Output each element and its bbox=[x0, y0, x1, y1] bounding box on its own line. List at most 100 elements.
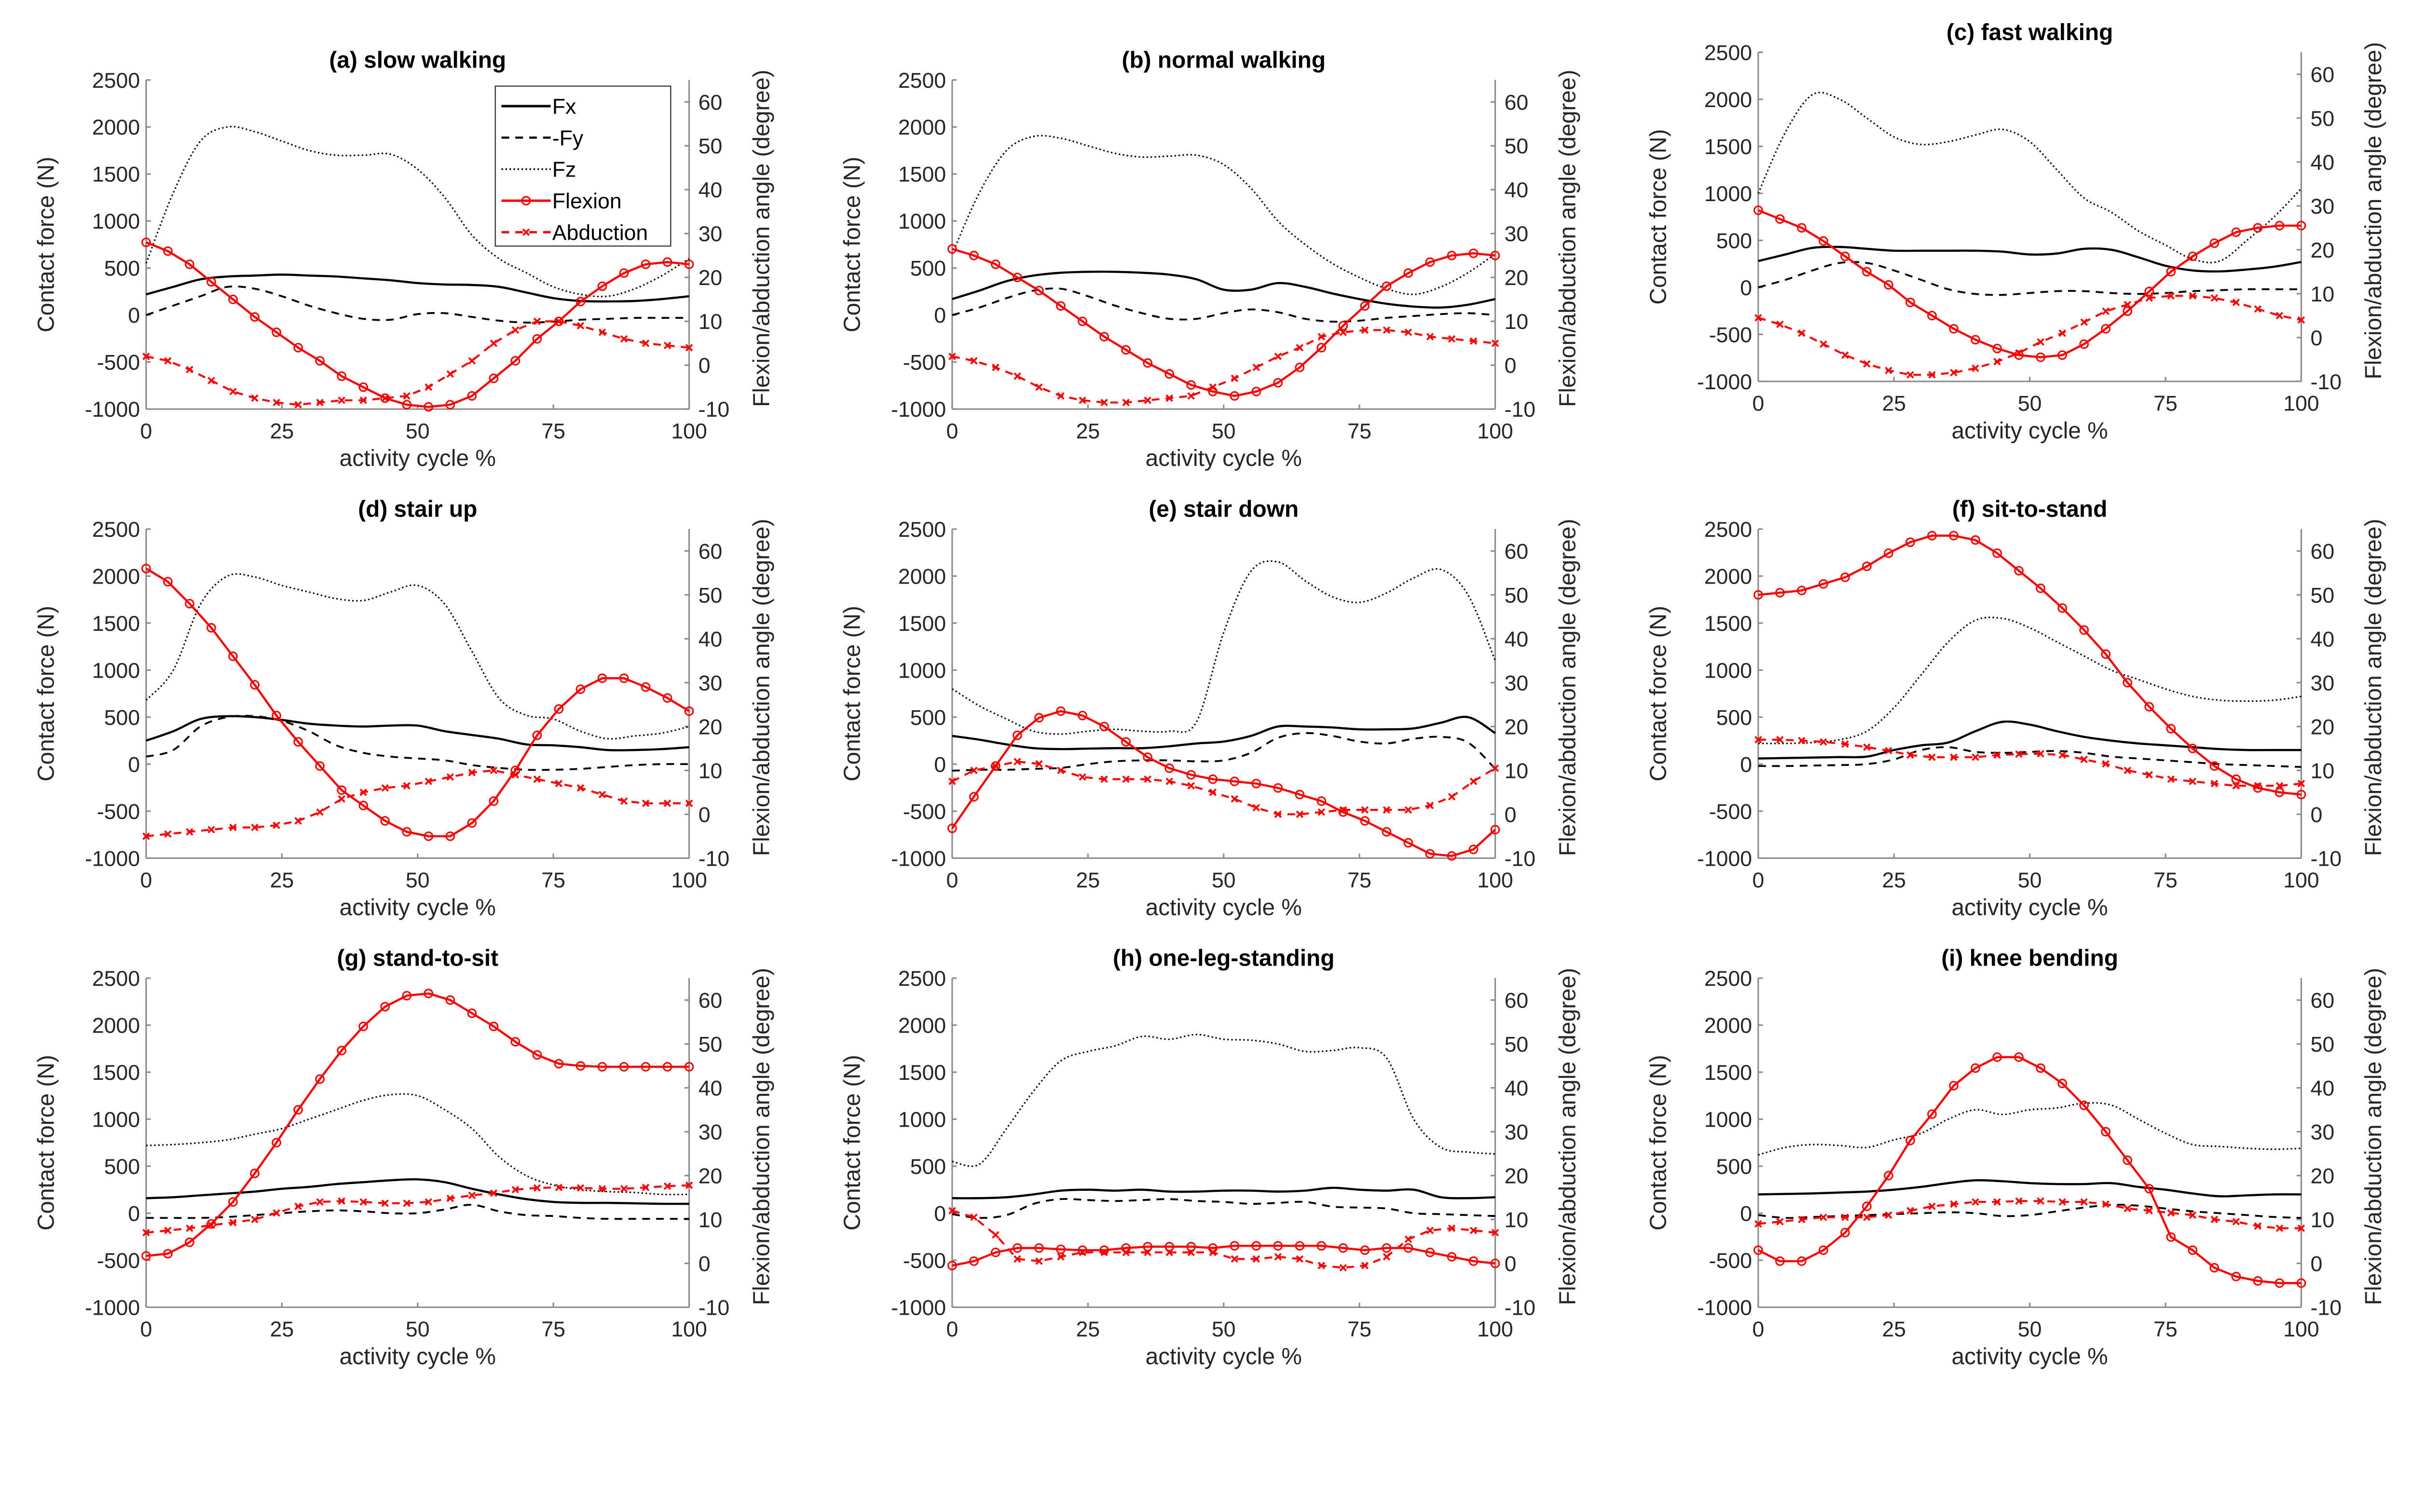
y-tick-label: -500 bbox=[903, 800, 946, 824]
abduction-marker bbox=[273, 398, 280, 407]
y-tick-label: -500 bbox=[1709, 1249, 1752, 1273]
abduction-marker bbox=[186, 366, 193, 374]
abduction-marker bbox=[229, 823, 237, 831]
abduction-marker bbox=[273, 1209, 280, 1217]
flexion-marker bbox=[250, 1169, 260, 1178]
flexion-marker bbox=[2166, 1232, 2176, 1242]
x-tick-label: 25 bbox=[1076, 420, 1100, 443]
y-tick-label: 0 bbox=[128, 1202, 140, 1226]
abduction-marker bbox=[403, 1199, 411, 1207]
series-line-fx bbox=[1758, 245, 2302, 273]
x-tick-label: 100 bbox=[1477, 869, 1513, 892]
flexion-marker bbox=[1862, 1201, 1872, 1212]
flexion-marker bbox=[2188, 251, 2198, 261]
abduction-marker bbox=[1776, 320, 1784, 328]
abduction-marker bbox=[2124, 300, 2131, 309]
flexion-marker bbox=[1905, 298, 1915, 307]
flexion-marker bbox=[1230, 391, 1240, 401]
x-tick-label: 0 bbox=[946, 869, 958, 892]
y2-tick-label: 50 bbox=[2311, 584, 2335, 607]
flexion-marker bbox=[1775, 214, 1785, 224]
abduction-marker bbox=[1361, 806, 1369, 814]
y2-axis-label: Flexion/abduction angle (degree) bbox=[1555, 519, 1580, 856]
abduction-marker bbox=[1404, 1235, 1412, 1243]
flexion-marker bbox=[315, 356, 325, 366]
flexion-marker bbox=[1034, 713, 1044, 723]
flexion-marker bbox=[1775, 1256, 1785, 1266]
flexion-marker bbox=[2101, 1127, 2111, 1137]
flexion-marker bbox=[163, 246, 173, 256]
x-tick-label: 50 bbox=[406, 869, 430, 892]
flexion-marker bbox=[1143, 1242, 1152, 1252]
abduction-marker bbox=[1469, 1226, 1478, 1234]
abduction-marker bbox=[468, 769, 476, 776]
abduction-marker bbox=[1144, 1248, 1151, 1256]
y-axis-label: Contact force (N) bbox=[840, 157, 865, 332]
abduction-marker bbox=[2167, 775, 2175, 783]
abduction-marker bbox=[2297, 779, 2305, 788]
flexion-marker bbox=[337, 785, 347, 795]
abduction-marker bbox=[186, 828, 193, 836]
abduction-marker bbox=[381, 784, 389, 792]
abduction-marker bbox=[511, 771, 520, 779]
flexion-marker bbox=[684, 259, 694, 269]
x-axis-label: activity cycle % bbox=[1951, 895, 2108, 920]
y2-tick-label: 0 bbox=[699, 1252, 711, 1276]
flexion-marker bbox=[315, 761, 325, 771]
y-tick-label: 2500 bbox=[1704, 518, 1752, 542]
abduction-marker bbox=[1906, 1207, 1914, 1215]
abduction-marker bbox=[1491, 1229, 1499, 1237]
x-axis-label: activity cycle % bbox=[1146, 1344, 1302, 1369]
abduction-marker bbox=[1885, 747, 1892, 755]
abduction-marker bbox=[1035, 383, 1043, 391]
abduction-marker bbox=[1317, 333, 1326, 341]
flexion-marker bbox=[2057, 603, 2068, 613]
flexion-marker bbox=[1338, 807, 1348, 817]
flexion-marker bbox=[684, 1062, 694, 1072]
x-tick-label: 75 bbox=[2153, 869, 2178, 892]
flexion-marker bbox=[337, 1046, 347, 1056]
x-tick-label: 0 bbox=[140, 869, 152, 892]
abduction-marker bbox=[1820, 738, 1827, 746]
y-tick-label: 1000 bbox=[92, 210, 140, 233]
y-tick-label: 0 bbox=[934, 304, 946, 327]
abduction-marker bbox=[1317, 1262, 1326, 1269]
y-tick-label: 0 bbox=[934, 1202, 946, 1226]
abduction-marker bbox=[359, 396, 367, 404]
abduction-marker bbox=[1469, 777, 1478, 785]
abduction-marker bbox=[2167, 1209, 2175, 1217]
y2-tick-label: -10 bbox=[699, 847, 730, 871]
y-tick-label: 1500 bbox=[92, 1061, 140, 1085]
abduction-marker bbox=[1100, 1248, 1108, 1256]
abduction-marker bbox=[1014, 372, 1021, 380]
y-tick-label: 0 bbox=[1740, 276, 1752, 300]
flexion-marker bbox=[1165, 763, 1174, 773]
y-tick-label: 1500 bbox=[1704, 1061, 1752, 1085]
flexion-marker bbox=[1753, 205, 1763, 215]
y2-tick-label: 50 bbox=[1505, 584, 1529, 607]
abduction-marker bbox=[1296, 1255, 1303, 1263]
abduction-marker bbox=[1928, 1202, 1936, 1210]
y2-tick-label: 10 bbox=[2311, 283, 2335, 306]
flexion-marker bbox=[272, 710, 281, 721]
flexion-marker bbox=[2231, 1271, 2241, 1281]
y2-tick-label: 30 bbox=[1505, 671, 1529, 695]
abduction-marker bbox=[2124, 766, 2131, 775]
flexion-marker bbox=[250, 680, 260, 690]
abduction-marker bbox=[251, 823, 259, 831]
abduction-marker bbox=[1296, 810, 1303, 818]
flexion-marker bbox=[2036, 583, 2045, 593]
y-tick-label: 1000 bbox=[92, 659, 140, 682]
flexion-marker bbox=[1796, 586, 1807, 596]
y2-tick-label: 50 bbox=[699, 135, 723, 158]
y2-axis-label: Flexion/abduction angle (degree) bbox=[749, 70, 774, 407]
y-tick-label: 500 bbox=[1716, 1155, 1752, 1179]
abduction-marker bbox=[207, 1221, 215, 1229]
flexion-marker bbox=[2296, 790, 2306, 800]
flexion-marker bbox=[1013, 272, 1022, 283]
y-tick-label: -500 bbox=[1709, 323, 1752, 347]
abduction-marker bbox=[511, 1185, 520, 1194]
x-axis-label: activity cycle % bbox=[1951, 418, 2108, 444]
y-tick-label: 2000 bbox=[1704, 88, 1752, 112]
